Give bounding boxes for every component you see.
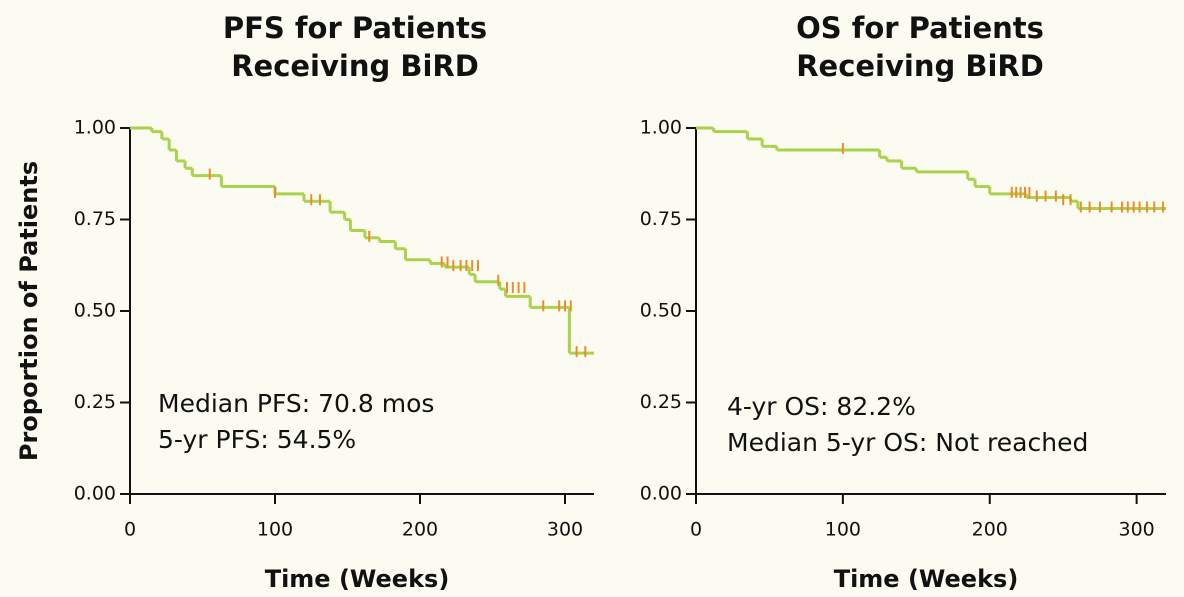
- x-tick-label: 100: [825, 519, 861, 541]
- x-tick-label: 100: [257, 519, 293, 541]
- x-tick-label: 200: [972, 519, 1008, 541]
- annotation: 4-yr OS: 82.2%: [727, 392, 916, 421]
- x-tick-label: 300: [547, 519, 583, 541]
- y-tick-label: 0.00: [74, 483, 116, 505]
- x-tick-label: 300: [1118, 519, 1154, 541]
- annotation: Median 5-yr OS: Not reached: [727, 428, 1088, 457]
- chart-title: PFS for Patients: [223, 11, 487, 45]
- y-tick-label: 1.00: [640, 117, 682, 139]
- chart-title: Receiving BiRD: [231, 49, 479, 83]
- y-tick-label: 0.75: [74, 208, 116, 230]
- y-axis-label: Proportion of Patients: [15, 161, 43, 461]
- y-tick-label: 0.25: [640, 391, 682, 413]
- x-tick-label: 0: [124, 519, 136, 541]
- x-axis-label: Time (Weeks): [265, 565, 450, 593]
- chart-title: Receiving BiRD: [796, 49, 1044, 83]
- x-axis-label: Time (Weeks): [834, 565, 1019, 593]
- x-tick-label: 0: [690, 519, 702, 541]
- y-tick-label: 0.25: [74, 391, 116, 413]
- y-tick-label: 0.75: [640, 208, 682, 230]
- annotation: 5-yr PFS: 54.5%: [158, 425, 356, 454]
- annotation: Median PFS: 70.8 mos: [158, 389, 434, 418]
- y-tick-label: 1.00: [74, 117, 116, 139]
- y-tick-label: 0.50: [74, 300, 116, 322]
- y-tick-label: 0.50: [640, 300, 682, 322]
- chart-title: OS for Patients: [796, 11, 1044, 45]
- x-tick-label: 200: [402, 519, 438, 541]
- y-tick-label: 0.00: [640, 483, 682, 505]
